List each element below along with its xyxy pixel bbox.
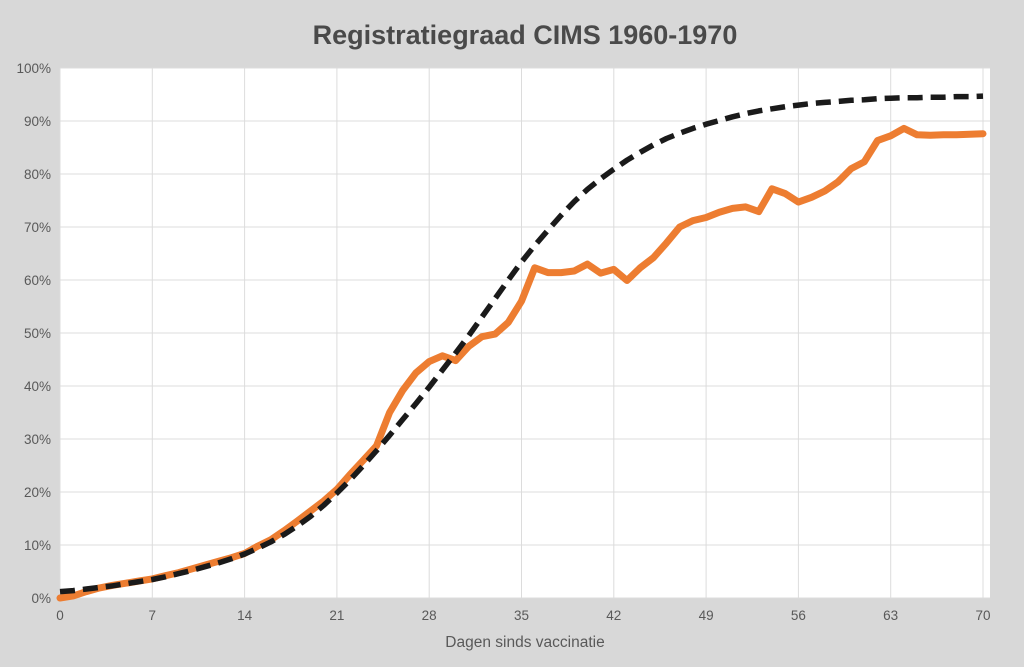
y-tick-label: 10% xyxy=(24,538,51,553)
x-tick-label: 28 xyxy=(422,608,437,623)
x-tick-label: 70 xyxy=(975,608,990,623)
x-tick-label: 7 xyxy=(149,608,157,623)
y-tick-label: 40% xyxy=(24,379,51,394)
y-tick-label: 100% xyxy=(16,61,51,76)
chart-title: Registratiegraad CIMS 1960-1970 xyxy=(312,20,738,50)
x-tick-label: 14 xyxy=(237,608,253,623)
x-tick-label: 42 xyxy=(606,608,621,623)
x-tick-label: 49 xyxy=(699,608,714,623)
y-tick-label: 70% xyxy=(24,220,51,235)
y-tick-label: 30% xyxy=(24,432,51,447)
x-tick-label: 0 xyxy=(56,608,64,623)
y-tick-label: 90% xyxy=(24,114,51,129)
x-tick-label: 63 xyxy=(883,608,898,623)
x-tick-label: 21 xyxy=(329,608,344,623)
y-tick-label: 80% xyxy=(24,167,51,182)
y-tick-label: 20% xyxy=(24,485,51,500)
y-tick-label: 0% xyxy=(31,591,51,606)
series-line-solid-orange xyxy=(56,124,987,602)
y-tick-label: 50% xyxy=(24,326,51,341)
x-tick-label: 56 xyxy=(791,608,806,623)
y-tick-label: 60% xyxy=(24,273,51,288)
x-axis-title: Dagen sinds vaccinatie xyxy=(445,634,605,651)
x-tick-label: 35 xyxy=(514,608,529,623)
series-line-dashed-black xyxy=(59,93,984,595)
